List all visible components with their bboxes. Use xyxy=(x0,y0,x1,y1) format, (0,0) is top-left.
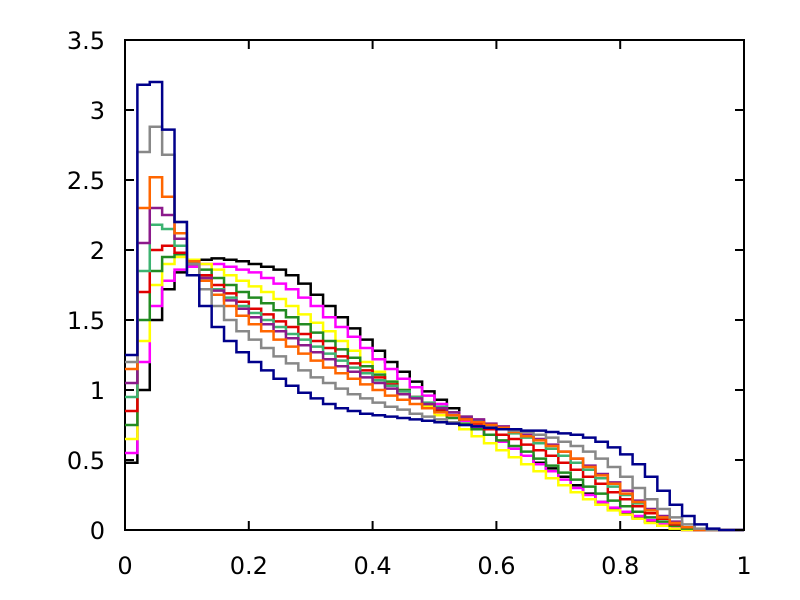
x-tick-label: 0.6 xyxy=(477,552,515,580)
histogram-series-9 xyxy=(125,125,744,532)
histogram-series-7 xyxy=(125,206,744,532)
tick-layer: 0 0.2 0.4 0.6 0.8 1 0 0.5 1 1.5 2 2.5 3 3.5 xyxy=(67,27,752,580)
histogram-series-10 xyxy=(125,80,744,532)
histogram-series-1 xyxy=(125,257,744,532)
y-tick-label: 3.5 xyxy=(67,27,105,55)
x-tick-label: 0.4 xyxy=(354,552,392,580)
y-tick-label: 2.5 xyxy=(67,167,105,195)
series-layer xyxy=(125,80,744,532)
x-tick-label: 1 xyxy=(736,552,751,580)
x-tick-label: 0.8 xyxy=(601,552,639,580)
y-tick-label: 0.5 xyxy=(67,447,105,475)
y-tick-label: 3 xyxy=(90,97,105,125)
histogram-series-2 xyxy=(125,262,744,532)
y-tick-label: 0 xyxy=(90,517,105,545)
x-tick-label: 0 xyxy=(117,552,132,580)
plot-frame xyxy=(124,39,745,531)
x-tick-label: 0.2 xyxy=(230,552,268,580)
y-tick-label: 1.5 xyxy=(67,307,105,335)
y-tick-label: 1 xyxy=(90,377,105,405)
y-tick-label: 2 xyxy=(90,237,105,265)
